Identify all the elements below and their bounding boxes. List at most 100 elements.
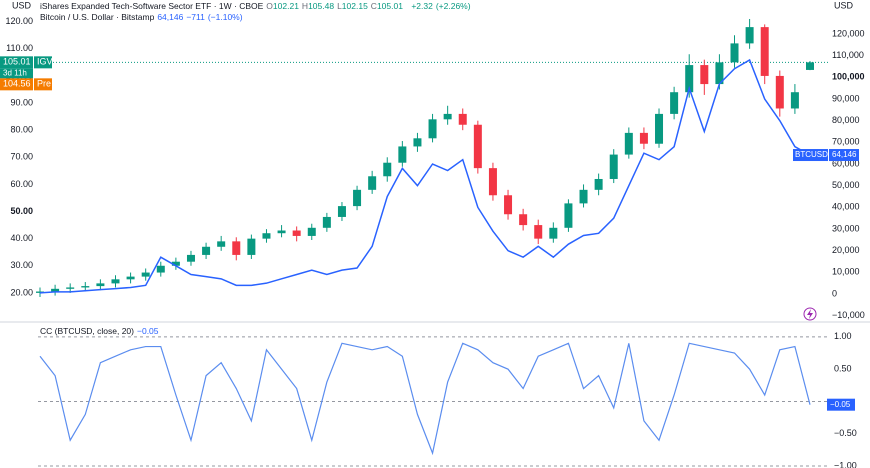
premarket-tag-bg: [0, 78, 33, 91]
candle-body: [66, 287, 75, 289]
y-tick-label: 30.00: [10, 260, 33, 270]
last-value-tag: 64,146: [832, 150, 857, 159]
candle-body: [186, 254, 195, 262]
premarket-label: Pre: [37, 79, 51, 89]
ohlc-prefix: H: [301, 1, 309, 11]
candle-body: [760, 27, 769, 76]
btc-line: [39, 58, 811, 294]
ohlc-value: 105.01: [376, 1, 403, 11]
candle-body: [473, 124, 482, 169]
y2-unit: USD: [834, 0, 854, 10]
change: −711: [186, 12, 205, 22]
candle-body: [579, 189, 588, 204]
y2-tick-label: 0: [832, 288, 837, 298]
candle-body: [685, 65, 694, 93]
y-tick-label: 80.00: [10, 125, 33, 135]
y-tick-label: 120.00: [5, 16, 33, 26]
y2-tick-label: 60,000: [832, 158, 860, 168]
legend-main: iShares Expanded Tech-Software Sector ET…: [40, 1, 474, 11]
y-tick-label: 50.00: [10, 206, 33, 216]
candle-body: [624, 132, 633, 155]
candle-body: [458, 113, 467, 125]
y2-tick-label: 20,000: [832, 245, 860, 255]
price-tag-bg: [0, 56, 33, 69]
candle-body: [353, 189, 362, 207]
y2-tick-label: 50,000: [832, 180, 860, 190]
countdown: 3d 11h: [3, 68, 27, 77]
y-tick-label: 70.00: [10, 152, 33, 162]
last-value: −0.05: [137, 326, 159, 336]
y2-tick-label: 80,000: [832, 115, 860, 125]
candle-body: [307, 227, 316, 236]
candle-body: [126, 276, 135, 280]
premarket-label-bg: [34, 78, 52, 91]
last-value-tag-bg: [829, 149, 859, 162]
y2-tick-label: 70,000: [832, 137, 860, 147]
candle-body: [322, 216, 331, 228]
candle-body: [202, 246, 211, 255]
candle-body: [443, 113, 452, 120]
candle-body: [156, 265, 165, 273]
candle-body: [564, 203, 573, 228]
symbol-tag-bg: [34, 56, 52, 69]
candle-body: [398, 146, 407, 163]
y-tick-label: 40.00: [10, 233, 33, 243]
ohlc-value: 102.15: [341, 1, 368, 11]
y2-tick-label: 90,000: [832, 93, 860, 103]
candle-body: [277, 230, 286, 234]
candle-body: [715, 62, 724, 85]
candle-body: [111, 279, 120, 284]
y2-tick-label: −10,000: [832, 310, 865, 320]
premarket-tag: 104.56: [3, 79, 31, 89]
last-value: 64,146: [157, 12, 184, 22]
candle-body: [594, 178, 603, 190]
ohlc-prefix: O: [266, 1, 273, 11]
symbol-tag: BTCUSD: [795, 150, 828, 159]
y-tick-label: −0.50: [834, 428, 857, 438]
candle-body: [96, 283, 105, 287]
y2-tick-label: 10,000: [832, 267, 860, 277]
series-name: iShares Expanded Tech-Software Sector ET…: [40, 1, 264, 11]
y2-tick-label: 40,000: [832, 202, 860, 212]
y-tick-label: 110.00: [6, 43, 33, 53]
candle-body: [745, 27, 754, 44]
price-tag: 105.01: [3, 57, 31, 67]
symbol-tag-bg: [793, 149, 828, 162]
candle-body: [262, 233, 271, 239]
candle-body: [368, 176, 377, 190]
candle-body: [790, 92, 799, 109]
candle-body: [549, 227, 558, 239]
candle-body: [217, 241, 226, 247]
candle-body: [171, 261, 180, 266]
y2-tick-label: 120,000: [832, 28, 865, 38]
alert-icon[interactable]: [803, 307, 817, 321]
indicator-title: CC (BTCUSD, close, 20): [40, 326, 134, 336]
candle-body: [519, 214, 528, 226]
candle-body: [141, 272, 150, 277]
symbol-tag: IGV: [37, 57, 53, 67]
change-pct: (+2.26%): [435, 1, 471, 11]
cc-line: [39, 342, 811, 456]
last-value-tag: −0.05: [830, 400, 851, 409]
ohlc-value: 105.48: [308, 1, 335, 11]
candle-body: [700, 65, 709, 85]
candle-body: [383, 162, 392, 177]
legend-btc: Bitcoin / U.S. Dollar · Bitstamp 64,146 −7…: [40, 12, 246, 22]
candle-body: [488, 168, 497, 196]
change: +2.32: [411, 1, 433, 11]
candle-body: [504, 195, 513, 215]
y-tick-label: 20.00: [10, 287, 33, 297]
candle-body: [51, 288, 60, 292]
y2-tick-label: 30,000: [832, 223, 860, 233]
y-tick-label: 0.50: [834, 364, 852, 374]
y-tick-label: 1.00: [834, 331, 852, 341]
y-tick-label: 90.00: [10, 97, 33, 107]
candle-body: [730, 43, 739, 63]
change-pct: (−1.10%): [207, 12, 243, 22]
ohlc-value: 102.21: [272, 1, 299, 11]
candle-body: [292, 230, 301, 236]
candle-body: [806, 62, 814, 70]
legend-cc: CC (BTCUSD, close, 20) −0.05: [40, 326, 162, 336]
